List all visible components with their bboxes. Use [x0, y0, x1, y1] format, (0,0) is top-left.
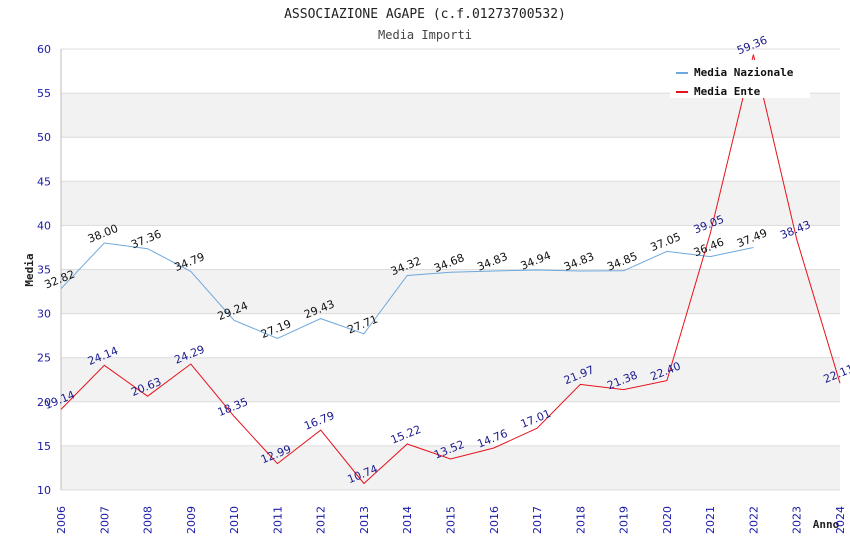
x-tick-label: 2011: [271, 506, 284, 534]
x-tick-label: 2006: [55, 506, 68, 534]
x-axis-label: Anno: [813, 518, 840, 531]
x-tick-label: 2019: [618, 506, 631, 534]
legend-box: [670, 60, 810, 98]
x-tick-label: 2008: [142, 506, 155, 534]
x-tick-label: 2007: [98, 506, 111, 534]
series-line-media-ente: [60, 54, 841, 485]
y-tick-label: 15: [37, 440, 51, 453]
x-tick-label: 2024: [834, 506, 847, 534]
x-tick-label: 2023: [791, 506, 804, 534]
series-lines: [60, 54, 841, 485]
x-tick-label: 2016: [488, 506, 501, 534]
x-axis-ticks: 2006 2007 2008 2009 2010 2011 2012 2013 2014 2015…: [55, 506, 847, 534]
y-tick-label: 30: [37, 308, 51, 321]
y-tick-label: 20: [37, 396, 51, 409]
x-tick-label: 2012: [315, 506, 328, 534]
plot-band: [61, 269, 840, 314]
y-tick-label: 25: [37, 352, 51, 365]
plot-background: [61, 49, 840, 490]
legend: Media Nazionale Media Ente: [670, 60, 810, 98]
x-tick-label: 2009: [185, 506, 198, 534]
y-tick-label: 60: [37, 43, 51, 56]
x-tick-label: 2013: [358, 506, 371, 534]
plot-band: [61, 93, 840, 138]
plot-band: [61, 181, 840, 226]
x-tick-label: 2022: [747, 506, 760, 534]
y-tick-label: 40: [37, 219, 51, 232]
x-tick-label: 2014: [401, 506, 414, 534]
y-tick-label: 45: [37, 175, 51, 188]
chart-subtitle: Media Importi: [378, 28, 472, 42]
x-tick-label: 2018: [574, 506, 587, 534]
y-tick-label: 50: [37, 131, 51, 144]
plot-band: [61, 357, 840, 402]
legend-label: Media Ente: [694, 85, 761, 98]
plot-band: [61, 137, 840, 182]
x-tick-label: 2015: [445, 506, 458, 534]
x-tick-label: 2021: [704, 506, 717, 534]
plot-band: [61, 445, 840, 490]
chart-title: ASSOCIAZIONE AGAPE (c.f.01273700532): [284, 7, 566, 22]
x-tick-label: 2020: [661, 506, 674, 534]
x-tick-label: 2017: [531, 506, 544, 534]
gridlines: [60, 48, 840, 491]
y-axis-label: Media: [23, 253, 36, 286]
legend-label: Media Nazionale: [694, 66, 794, 79]
y-tick-label: 35: [37, 264, 51, 277]
x-tick-label: 2010: [228, 506, 241, 534]
y-axis-ticks: 10 15 20 25 30 35 40 45 50 55 60: [37, 43, 51, 497]
series-line-media-nazionale: [60, 242, 754, 339]
plot-band: [61, 401, 840, 446]
plot-band: [61, 313, 840, 358]
y-tick-label: 55: [37, 87, 51, 100]
y-tick-label: 10: [37, 484, 51, 497]
